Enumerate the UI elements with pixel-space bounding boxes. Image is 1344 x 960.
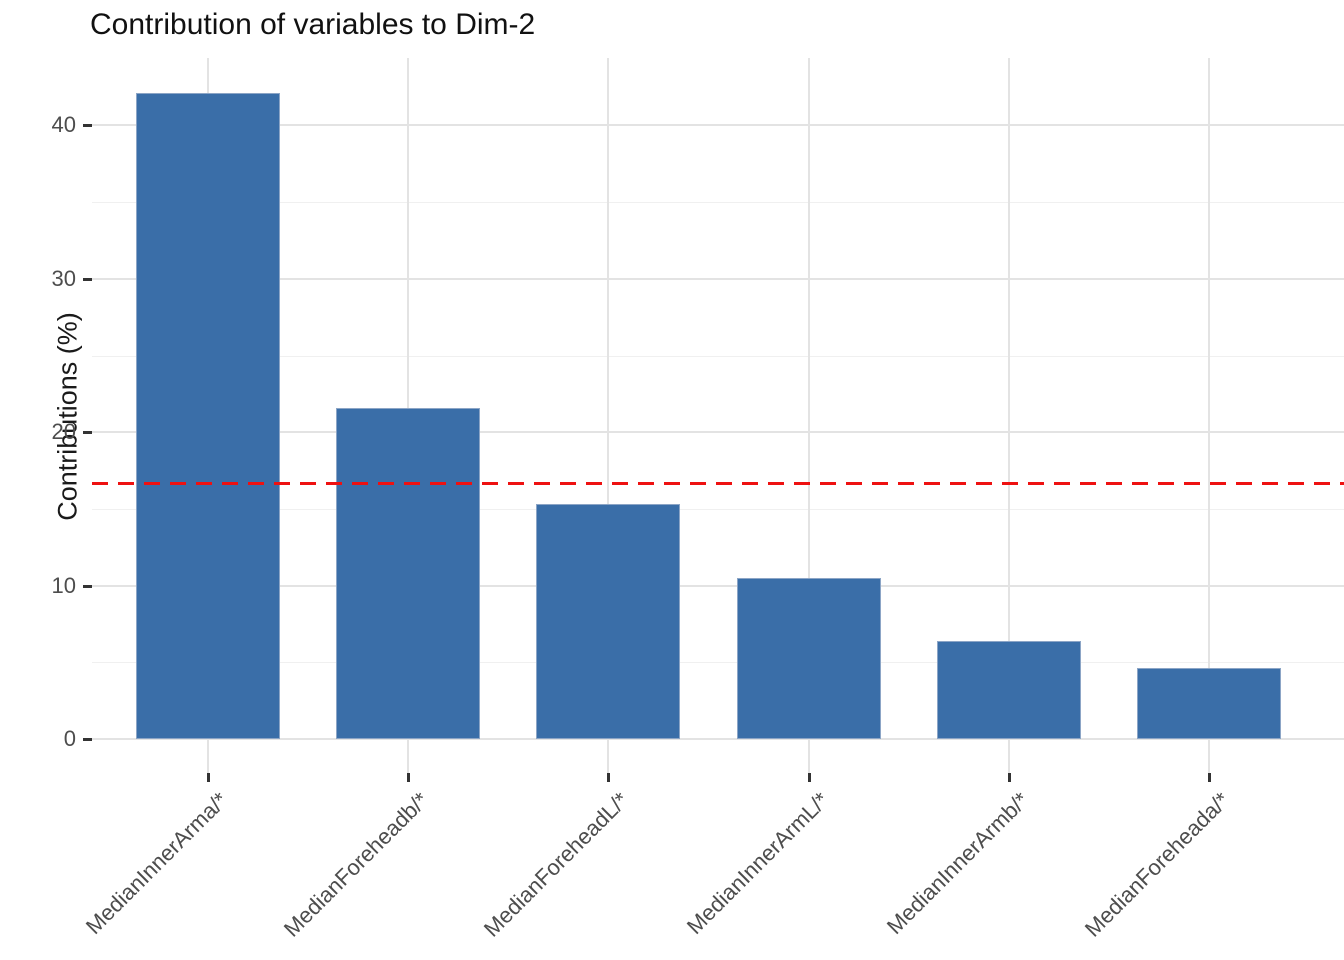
x-tick-label: MedianForeheadb/* (278, 787, 433, 942)
x-axis-tick (207, 773, 210, 782)
gridline-minor (92, 355, 1344, 357)
y-axis-tick (83, 584, 92, 588)
gridline-minor (92, 508, 1344, 510)
plot-panel (92, 58, 1344, 773)
reference-line (92, 482, 1344, 486)
bar (1137, 668, 1281, 739)
x-tick-label: MedianInnerArmb/* (882, 787, 1034, 940)
x-tick-label: MedianInnerArmL/* (682, 787, 834, 940)
x-tick-label: MedianInnerArma/* (81, 787, 233, 940)
y-axis-title: Contributions (%) (52, 312, 83, 521)
chart-title: Contribution of variables to Dim-2 (90, 8, 536, 41)
gridline-minor (92, 662, 1344, 664)
y-axis-tick (83, 277, 92, 281)
gridline-major (92, 277, 1344, 280)
y-tick-label: 10 (51, 572, 76, 598)
bar (737, 577, 881, 739)
x-axis-tick (407, 773, 410, 782)
y-axis-tick (83, 738, 92, 741)
x-tick-label: MedianForeheada/* (1079, 787, 1234, 942)
gridline-vertical (808, 58, 810, 773)
y-axis-tick (83, 124, 92, 128)
x-axis-tick (1008, 773, 1011, 782)
x-tick-label: MedianForeheadL/* (478, 787, 633, 942)
gridline-vertical (1208, 58, 1210, 773)
y-tick-label: 20 (51, 419, 76, 445)
gridline-minor (92, 202, 1344, 204)
gridline-vertical (607, 58, 609, 773)
bar (136, 93, 280, 739)
x-axis-tick (1208, 773, 1211, 782)
gridline-major (92, 738, 1344, 740)
y-tick-label: 40 (51, 112, 76, 138)
gridline-major (92, 584, 1344, 587)
bar (937, 640, 1081, 739)
gridline-major (92, 124, 1344, 127)
gridline-major (92, 431, 1344, 434)
y-tick-label: 0 (63, 726, 76, 751)
bar (336, 407, 480, 739)
y-axis-tick (83, 431, 92, 435)
bar (536, 504, 680, 739)
y-tick-label: 30 (51, 265, 76, 291)
gridline-vertical (1008, 58, 1010, 773)
x-axis-tick (808, 773, 811, 782)
x-axis-tick (607, 773, 610, 782)
